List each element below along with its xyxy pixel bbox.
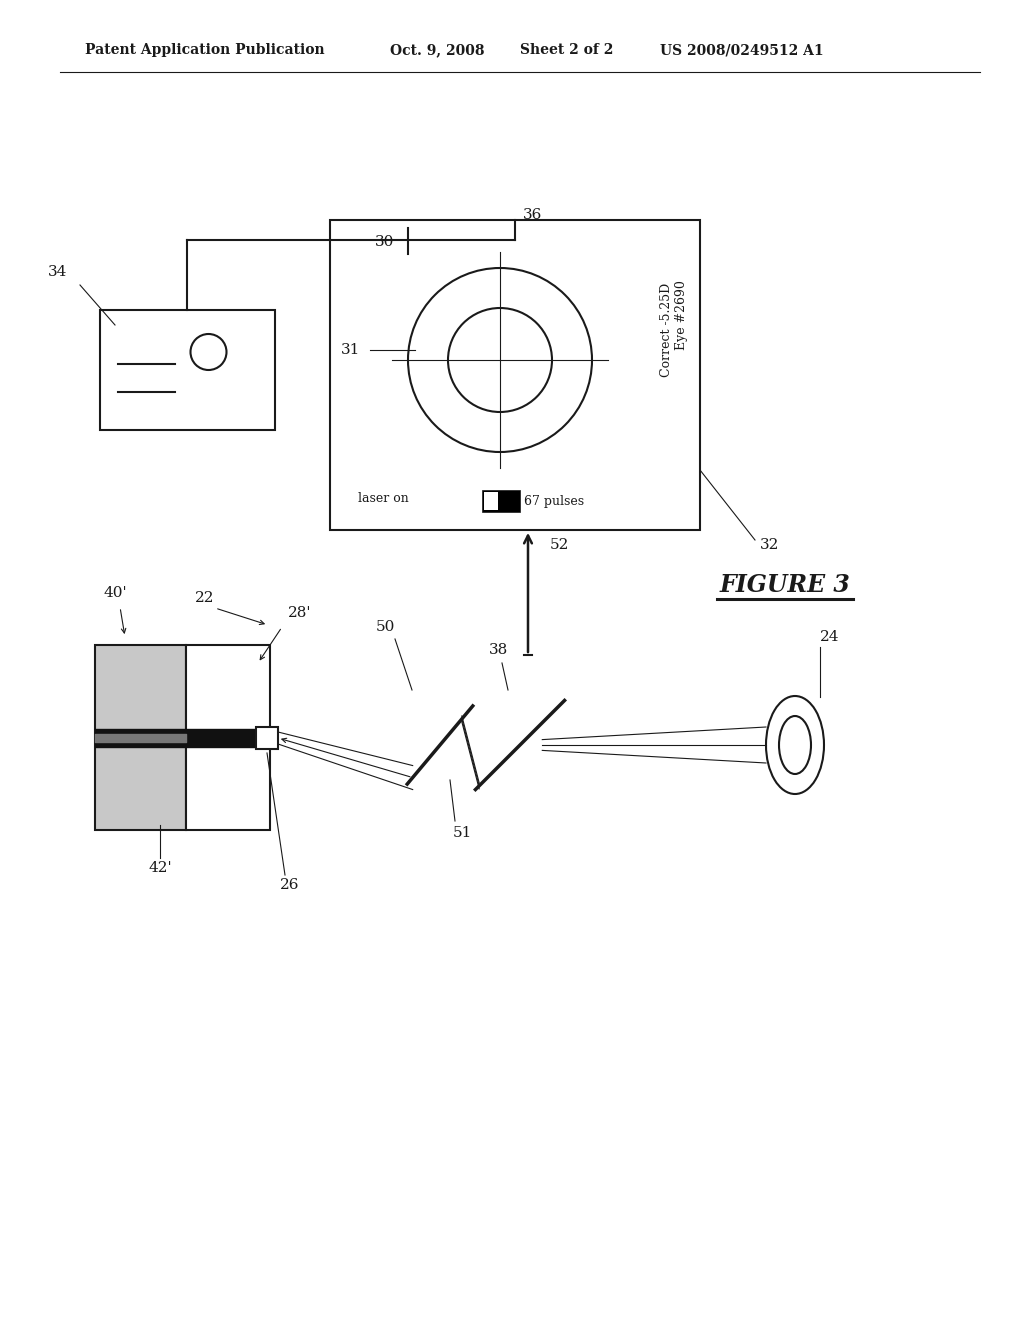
Text: 32: 32 xyxy=(760,539,779,552)
Text: 67 pulses: 67 pulses xyxy=(524,495,584,507)
Text: 22: 22 xyxy=(195,591,214,605)
Bar xyxy=(186,645,270,830)
Text: Patent Application Publication: Patent Application Publication xyxy=(85,44,325,57)
Ellipse shape xyxy=(779,715,811,774)
Text: 28': 28' xyxy=(288,606,311,620)
Bar xyxy=(100,310,275,430)
Text: Correct -5.25D: Correct -5.25D xyxy=(660,282,674,378)
Text: 51: 51 xyxy=(453,826,472,840)
Text: US 2008/0249512 A1: US 2008/0249512 A1 xyxy=(660,44,823,57)
Text: 31: 31 xyxy=(341,343,360,356)
Text: 42': 42' xyxy=(148,861,172,875)
Bar xyxy=(482,490,520,512)
Text: FIGURE 3: FIGURE 3 xyxy=(720,573,851,597)
Bar xyxy=(256,727,278,748)
Circle shape xyxy=(449,308,552,412)
Text: Eye #2690: Eye #2690 xyxy=(676,280,688,350)
Text: Oct. 9, 2008: Oct. 9, 2008 xyxy=(390,44,484,57)
Text: 38: 38 xyxy=(488,643,508,657)
Text: 26: 26 xyxy=(281,878,300,892)
Ellipse shape xyxy=(766,696,824,795)
Bar xyxy=(95,645,186,830)
Text: 36: 36 xyxy=(523,209,543,222)
Text: 24: 24 xyxy=(820,630,840,644)
Text: Sheet 2 of 2: Sheet 2 of 2 xyxy=(520,44,613,57)
Text: 40': 40' xyxy=(103,586,127,601)
Circle shape xyxy=(190,334,226,370)
Text: 34: 34 xyxy=(48,265,68,279)
Circle shape xyxy=(408,268,592,451)
Text: 52: 52 xyxy=(550,539,569,552)
Text: 50: 50 xyxy=(376,620,394,634)
Bar xyxy=(330,220,700,531)
Text: laser on: laser on xyxy=(358,491,409,504)
Bar xyxy=(484,492,498,510)
Text: 30: 30 xyxy=(375,235,394,249)
